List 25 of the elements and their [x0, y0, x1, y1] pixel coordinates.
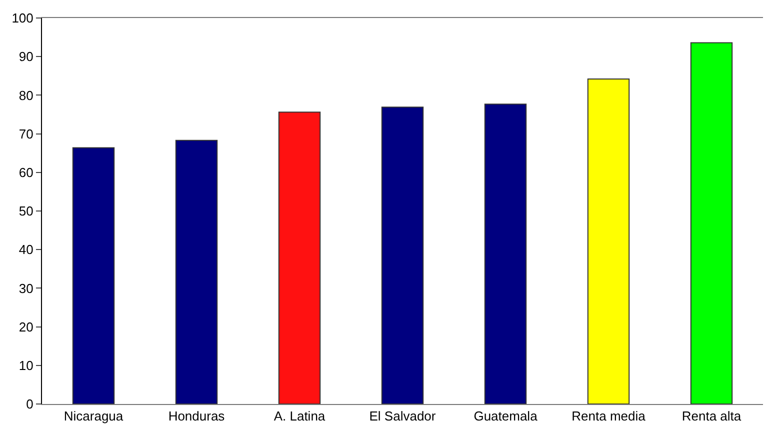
y-tick-label: 50: [18, 204, 34, 219]
y-tick-label: 20: [18, 319, 34, 334]
y-tick-label: 90: [18, 49, 34, 64]
bar: [484, 104, 527, 404]
y-tick-label: 100: [12, 10, 34, 26]
bar: [587, 78, 630, 404]
x-tick-label: Guatemala: [474, 408, 538, 424]
x-tick-label: Renta alta: [682, 408, 742, 424]
x-tick-label: Honduras: [168, 408, 226, 424]
x-tick-label: Nicaragua: [64, 408, 124, 424]
y-tick-label: 0: [26, 396, 34, 412]
bar: [381, 106, 424, 404]
y-tick-label: 40: [18, 242, 34, 258]
x-tick-label: Renta media: [572, 408, 646, 424]
bar: [175, 140, 218, 404]
y-tick-label: 70: [18, 126, 34, 142]
y-tick-label: 60: [18, 164, 34, 180]
y-tick-label: 80: [18, 88, 34, 103]
bar: [278, 112, 321, 404]
x-tick-label: A. Latina: [274, 408, 326, 424]
y-tick-label: 30: [18, 280, 34, 296]
x-tick-label: El Salvador: [369, 408, 436, 424]
y-tick-label: 10: [18, 358, 34, 373]
bar: [690, 42, 733, 404]
bar: [72, 147, 115, 404]
